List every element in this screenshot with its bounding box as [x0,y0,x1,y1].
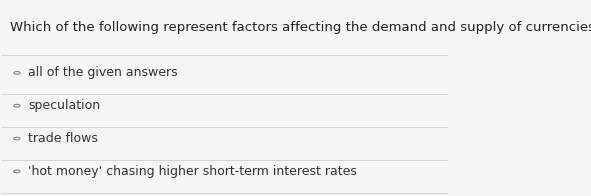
Text: all of the given answers: all of the given answers [28,66,178,79]
Text: 'hot money' chasing higher short-term interest rates: 'hot money' chasing higher short-term in… [28,165,357,178]
Text: trade flows: trade flows [28,132,98,145]
Text: speculation: speculation [28,99,100,112]
Text: Which of the following represent factors affecting the demand and supply of curr: Which of the following represent factors… [10,21,591,34]
